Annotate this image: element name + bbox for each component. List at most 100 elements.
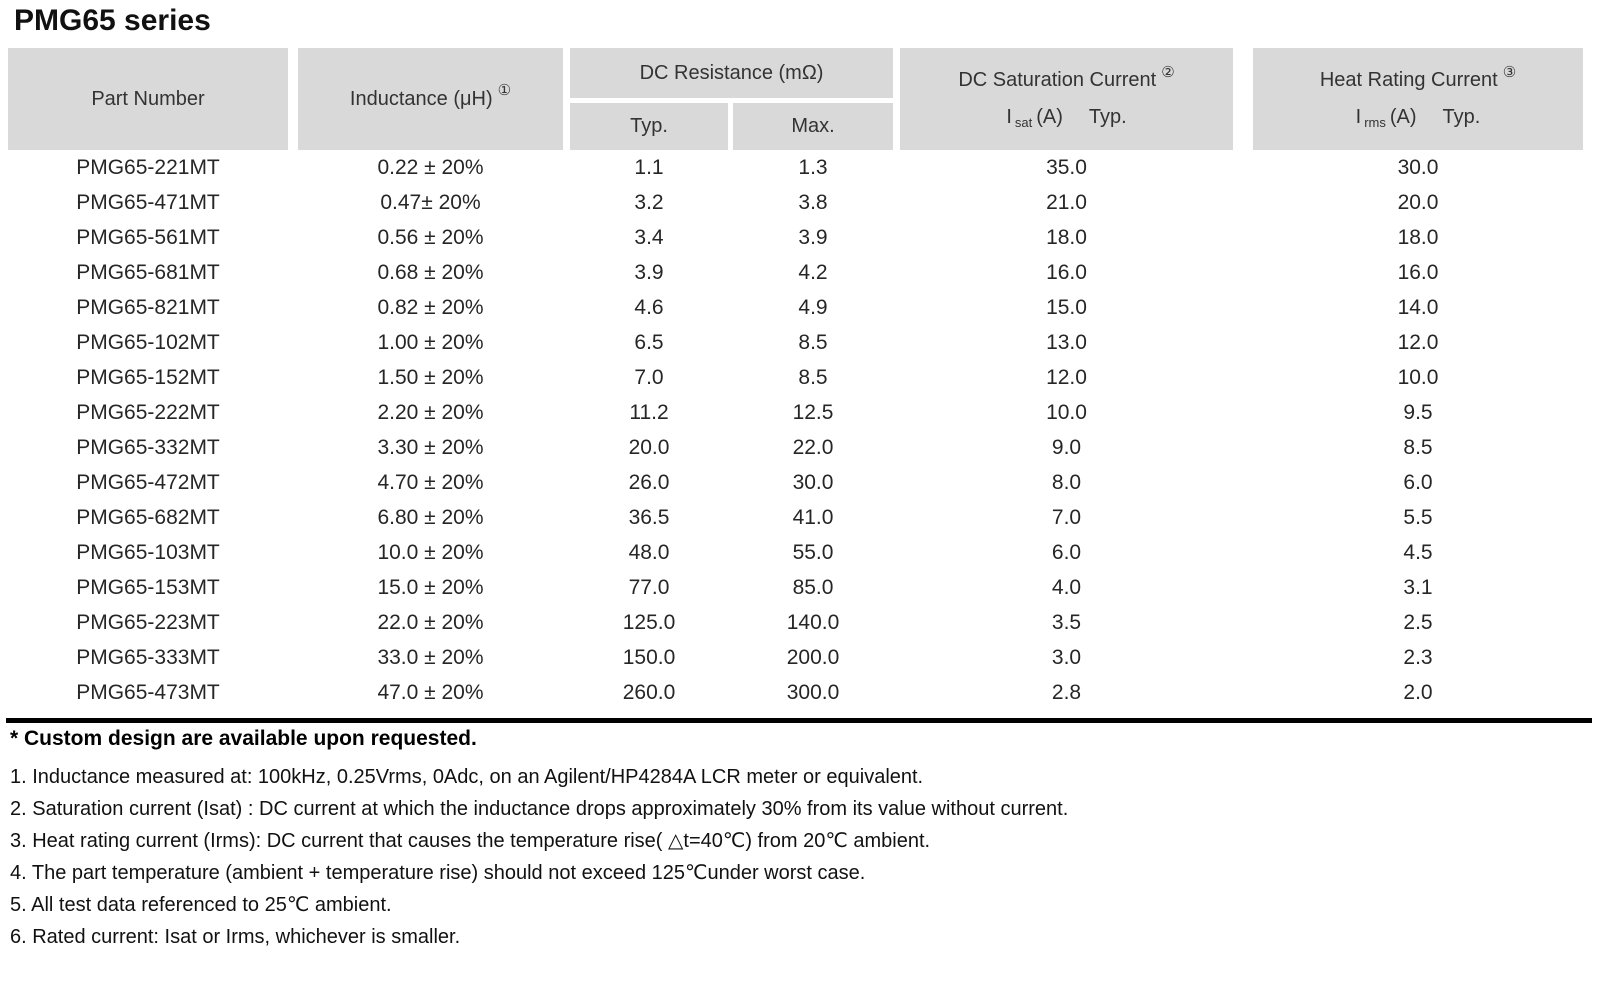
cell-isat: 3.0	[1051, 645, 1082, 669]
cell-dcr-typ: 3.2	[634, 190, 664, 214]
cell-irms: 18.0	[1397, 225, 1439, 249]
table-row: PMG65-472MT 4.70 ± 20% 26.0 30.0 8.0 6.0	[8, 465, 1583, 500]
cell-part-number: PMG65-681MT	[76, 260, 220, 284]
table-row: PMG65-681MT 0.68 ± 20% 3.9 4.2 16.0 16.0	[8, 255, 1583, 290]
cell-irms: 10.0	[1397, 365, 1439, 389]
cell-isat: 15.0	[1046, 295, 1087, 319]
cell-part-number: PMG65-332MT	[76, 435, 220, 459]
table-row: PMG65-102MT 1.00 ± 20% 6.5 8.5 13.0 12.0	[8, 325, 1583, 360]
cell-part-number: PMG65-223MT	[76, 610, 220, 634]
heat-sublabel: I rms (A) Typ.	[1355, 106, 1481, 130]
cell-part-number: PMG65-561MT	[76, 225, 220, 249]
spec-table: Part Number Inductance (μH) ① DC Resista…	[8, 48, 1583, 710]
cell-part-number: PMG65-103MT	[76, 540, 220, 564]
table-row: PMG65-682MT 6.80 ± 20% 36.5 41.0 7.0 5.5	[8, 500, 1583, 535]
cell-isat: 18.0	[1046, 225, 1087, 249]
inductance-label: Inductance (μH)	[349, 87, 493, 110]
cell-isat: 21.0	[1046, 190, 1087, 214]
footnote-ref-1: ①	[497, 82, 512, 99]
cell-dcr-typ: 6.5	[634, 330, 664, 354]
table-row: PMG65-222MT 2.20 ± 20% 11.2 12.5 10.0 9.…	[8, 395, 1583, 430]
cell-irms: 12.0	[1397, 330, 1439, 354]
cell-dcr-typ: 260.0	[622, 680, 676, 704]
cell-part-number: PMG65-153MT	[76, 575, 220, 599]
cell-isat: 9.0	[1051, 435, 1082, 459]
cell-dcr-max: 3.8	[798, 190, 828, 214]
footnote-6: 6. Rated current: Isat or Irms, whicheve…	[10, 926, 461, 948]
cell-dcr-max: 8.5	[798, 330, 828, 354]
isat-unit: (A)	[1036, 106, 1063, 128]
saturation-sublabel: I sat (A) Typ.	[1006, 106, 1127, 130]
cell-dcr-max: 200.0	[786, 645, 840, 669]
cell-part-number: PMG65-152MT	[76, 365, 220, 389]
table-row: PMG65-223MT 22.0 ± 20% 125.0 140.0 3.5 2…	[8, 605, 1583, 640]
cell-inductance: 47.0 ± 20%	[377, 680, 484, 704]
cell-dcr-max: 8.5	[798, 365, 828, 389]
cell-dcr-typ: 3.4	[634, 225, 664, 249]
cell-irms: 30.0	[1397, 155, 1439, 179]
cell-inductance: 0.82 ± 20%	[377, 295, 484, 319]
cell-dcr-typ: 77.0	[628, 575, 670, 599]
saturation-label: DC Saturation Current	[958, 69, 1157, 91]
cell-irms: 20.0	[1397, 190, 1439, 214]
cell-inductance: 0.47± 20%	[380, 190, 481, 214]
cell-irms: 6.0	[1403, 470, 1433, 494]
cell-dcr-typ: 20.0	[628, 435, 670, 459]
cell-isat: 35.0	[1046, 155, 1087, 179]
cell-dcr-max: 300.0	[786, 680, 840, 704]
col-header-dcr-max: Max.	[733, 103, 893, 150]
table-bottom-rule	[6, 718, 1592, 723]
cell-irms: 8.5	[1403, 435, 1433, 459]
heat-label: Heat Rating Current	[1319, 69, 1498, 91]
isat-typ: Typ.	[1088, 106, 1127, 128]
col-header-heat-rating-current: Heat Rating Current ③ I rms (A) Typ.	[1253, 48, 1583, 150]
table-row: PMG65-561MT 0.56 ± 20% 3.4 3.9 18.0 18.0	[8, 220, 1583, 255]
cell-dcr-max: 3.9	[798, 225, 828, 249]
table-row: PMG65-471MT 0.47± 20% 3.2 3.8 21.0 20.0	[8, 185, 1583, 220]
cell-part-number: PMG65-472MT	[76, 470, 220, 494]
footnotes: * Custom design are available upon reque…	[10, 727, 1570, 958]
cell-isat: 3.5	[1051, 610, 1082, 634]
cell-inductance: 3.30 ± 20%	[377, 435, 484, 459]
irms-symbol: I	[1355, 106, 1362, 128]
col-header-inductance: Inductance (μH) ①	[298, 48, 563, 150]
cell-dcr-typ: 1.1	[634, 155, 664, 179]
cell-irms: 3.1	[1403, 575, 1433, 599]
cell-irms: 2.3	[1403, 645, 1433, 669]
cell-dcr-typ: 48.0	[628, 540, 670, 564]
cell-dcr-max: 140.0	[786, 610, 840, 634]
cell-inductance: 4.70 ± 20%	[377, 470, 484, 494]
cell-isat: 6.0	[1051, 540, 1082, 564]
table-row: PMG65-821MT 0.82 ± 20% 4.6 4.9 15.0 14.0	[8, 290, 1583, 325]
cell-part-number: PMG65-473MT	[76, 680, 220, 704]
footnote-2: 2. Saturation current (Isat) : DC curren…	[10, 798, 1069, 820]
cell-isat: 4.0	[1051, 575, 1082, 599]
cell-inductance: 0.68 ± 20%	[377, 260, 484, 284]
isat-symbol: I	[1006, 106, 1012, 128]
table-row: PMG65-103MT 10.0 ± 20% 48.0 55.0 6.0 4.5	[8, 535, 1583, 570]
cell-irms: 5.5	[1403, 505, 1433, 529]
cell-inductance: 2.20 ± 20%	[377, 400, 484, 424]
table-row: PMG65-473MT 47.0 ± 20% 260.0 300.0 2.8 2…	[8, 675, 1583, 710]
cell-inductance: 15.0 ± 20%	[377, 575, 484, 599]
cell-inductance: 33.0 ± 20%	[377, 645, 484, 669]
cell-isat: 12.0	[1046, 365, 1087, 389]
cell-dcr-max: 85.0	[792, 575, 834, 599]
footnote-4: 4. The part temperature (ambient + tempe…	[10, 862, 866, 884]
cell-dcr-typ: 26.0	[628, 470, 670, 494]
footnote-5: 5. All test data referenced to 25℃ ambie…	[10, 894, 392, 916]
cell-irms: 2.5	[1403, 610, 1433, 634]
cell-dcr-typ: 36.5	[628, 505, 670, 529]
cell-inductance: 10.0 ± 20%	[377, 540, 484, 564]
cell-part-number: PMG65-682MT	[76, 505, 220, 529]
irms-typ: Typ.	[1442, 106, 1481, 128]
cell-dcr-max: 22.0	[792, 435, 834, 459]
custom-design-note: * Custom design are available upon reque…	[10, 727, 477, 750]
cell-dcr-max: 4.2	[798, 260, 828, 284]
cell-dcr-max: 4.9	[798, 295, 828, 319]
cell-inductance: 0.22 ± 20%	[377, 155, 484, 179]
cell-part-number: PMG65-222MT	[76, 400, 220, 424]
cell-part-number: PMG65-221MT	[76, 155, 220, 179]
cell-dcr-typ: 7.0	[634, 365, 664, 389]
cell-inductance: 6.80 ± 20%	[377, 505, 484, 529]
